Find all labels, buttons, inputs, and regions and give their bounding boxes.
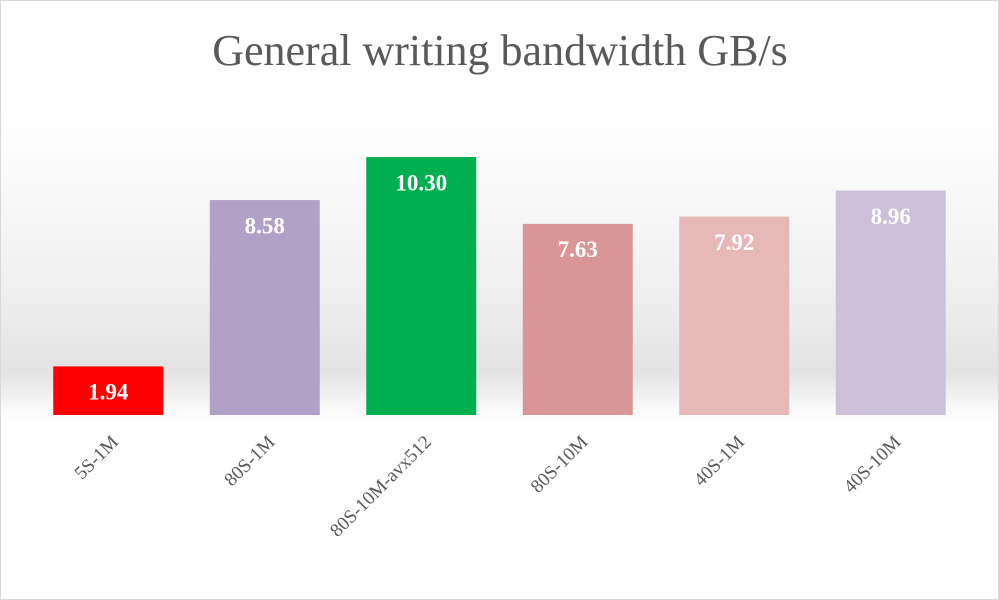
bar (679, 216, 790, 415)
value-label: 8.96 (871, 204, 911, 229)
bar (209, 200, 320, 415)
bar (53, 366, 164, 415)
value-label: 7.92 (714, 230, 754, 255)
value-label: 10.30 (395, 170, 447, 195)
bar (835, 190, 946, 415)
chart-title: General writing bandwidth GB/s (212, 26, 788, 75)
value-label: 8.58 (245, 213, 285, 238)
value-label: 1.94 (88, 380, 129, 405)
bar (522, 223, 633, 415)
value-label: 7.63 (558, 237, 598, 262)
bar (366, 157, 477, 415)
